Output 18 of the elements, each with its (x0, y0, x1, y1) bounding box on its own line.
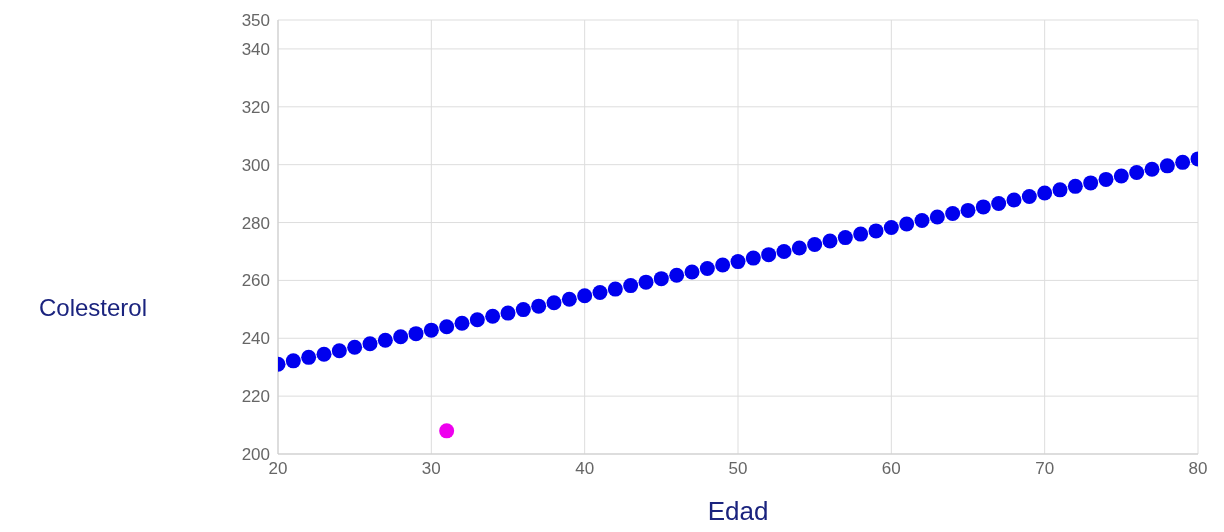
x-axis-title: Edad (706, 496, 770, 527)
y-tick-label: 240 (241, 329, 270, 349)
x-tick-label: 30 (421, 459, 441, 479)
y-tick-label: 260 (241, 271, 270, 291)
y-tick-label: 200 (241, 445, 270, 465)
y-tick-label: 350 (241, 11, 270, 31)
x-tick-label: 60 (881, 459, 901, 479)
x-tick-label: 40 (575, 459, 595, 479)
x-tick-label: 70 (1035, 459, 1055, 479)
y-tick-label: 280 (241, 213, 270, 233)
x-tick-label: 50 (728, 459, 748, 479)
x-tick-label: 20 (268, 459, 288, 479)
y-tick-label: 220 (241, 387, 270, 407)
y-tick-label: 340 (241, 39, 270, 59)
y-axis-title: Colesterol (37, 294, 148, 322)
y-tick-label: 300 (241, 155, 270, 175)
y-tick-label: 320 (241, 97, 270, 117)
x-tick-label: 80 (1188, 459, 1208, 479)
